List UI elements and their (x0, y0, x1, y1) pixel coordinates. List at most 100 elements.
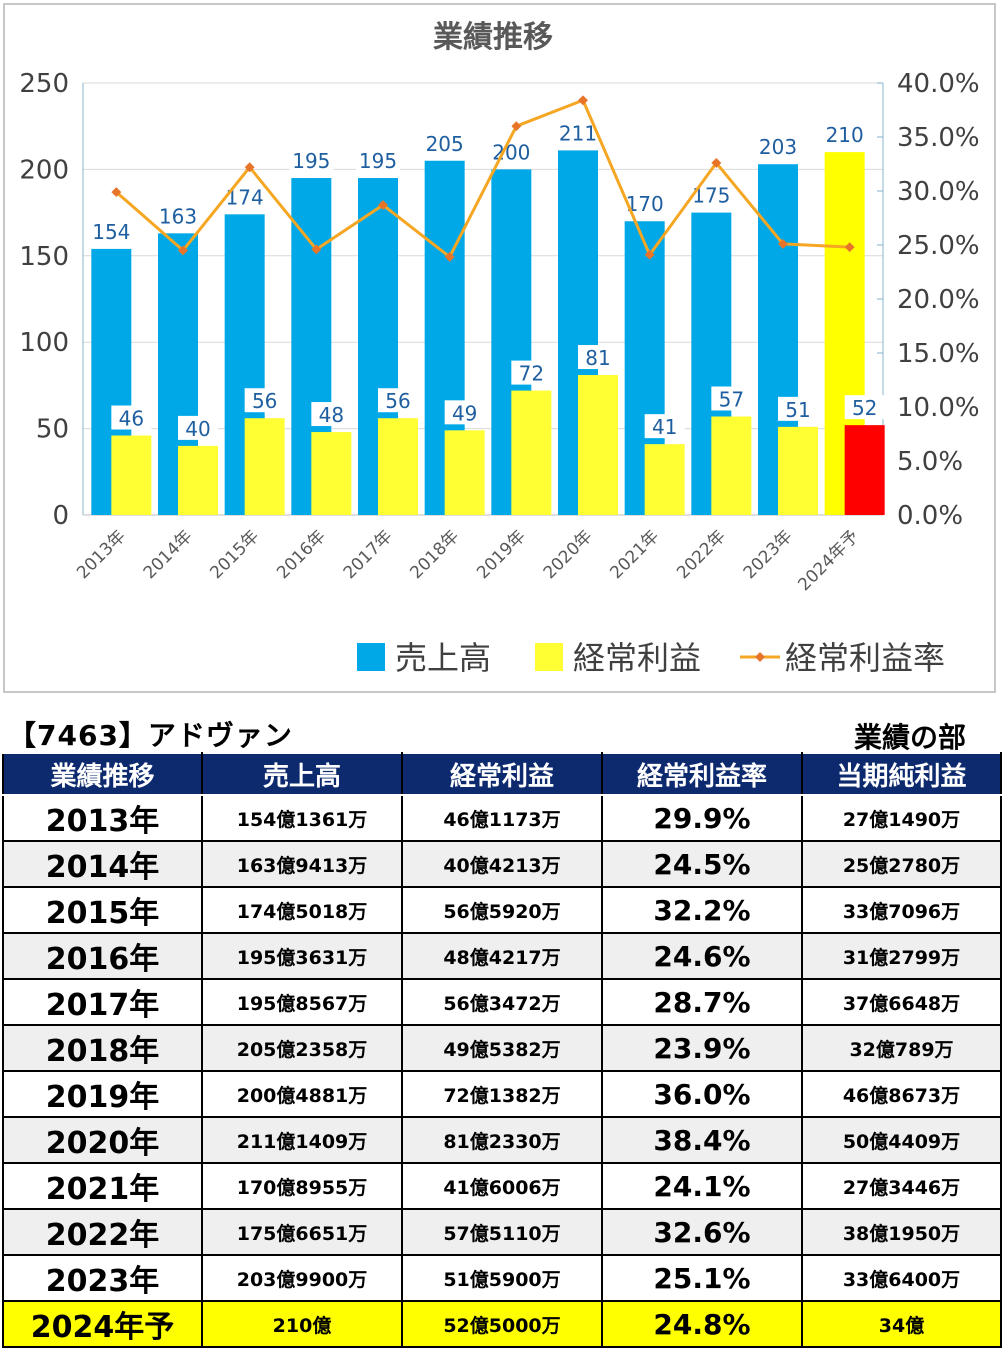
x-axis-tick-label: 2019年 (473, 526, 530, 583)
sales-label-bg (489, 139, 534, 164)
cell-profit-rate: 24.6% (601, 932, 803, 980)
table-row: 2021年 170億8955万 41億6006万 24.1% 27億3446万 (2, 1162, 1002, 1210)
table-row: 2018年 205億2358万 49億5382万 23.9% 32億789万 (2, 1024, 1002, 1072)
cell-period: 2013年 (2, 794, 203, 842)
header-profit-rate: 経常利益率 (601, 752, 803, 796)
cell-sales: 195億3631万 (201, 932, 403, 980)
cell-ordinary-profit: 40億4213万 (401, 840, 603, 888)
profit-rate-marker (244, 162, 255, 173)
cell-ordinary-profit: 48億4217万 (401, 932, 603, 980)
cell-period: 2023年 (2, 1254, 203, 1302)
right-axis-tick-label: 30.0% (897, 177, 980, 207)
cell-sales: 175億6651万 (201, 1208, 403, 1256)
legend-rate-marker (755, 652, 765, 662)
left-axis-tick-label: 50 (36, 415, 69, 445)
profit-label-bg (644, 414, 685, 439)
cell-sales: 210億 (201, 1300, 403, 1348)
profit-data-label: 51 (785, 398, 810, 422)
profit-label-bg (511, 360, 552, 385)
cell-ordinary-profit: 56億5920万 (401, 886, 603, 934)
cell-sales: 203億9900万 (201, 1254, 403, 1302)
performance-chart: 業績推移 0 50 100 150 200 250 0.0% 5.0% 10.0% 15.0% 20.… (19, 20, 980, 677)
cell-net-income: 27億3446万 (801, 1162, 1002, 1210)
cell-profit-rate: 29.9% (601, 794, 803, 842)
cell-profit-rate: 36.0% (601, 1070, 803, 1118)
right-axis-tick-label: 25.0% (897, 231, 980, 261)
cell-net-income: 25億2780万 (801, 840, 1002, 888)
profit-bar (844, 425, 885, 515)
cell-net-income: 46億8673万 (801, 1070, 1002, 1118)
cell-profit-rate: 24.8% (601, 1300, 803, 1348)
profit-label-bg (778, 396, 818, 421)
cell-net-income: 33億6400万 (801, 1254, 1002, 1302)
profit-bar (444, 430, 485, 515)
profit-bar (244, 418, 285, 515)
cell-sales: 163億9413万 (201, 840, 403, 888)
cell-net-income: 38億1950万 (801, 1208, 1002, 1256)
profit-rate-marker (311, 244, 322, 255)
left-axis-tick-label: 100 (19, 328, 69, 358)
cell-profit-rate: 23.9% (601, 1024, 803, 1072)
cell-ordinary-profit: 57億5110万 (401, 1208, 603, 1256)
left-axis-tick-label: 0 (52, 501, 69, 531)
profit-label-bg (578, 345, 618, 370)
profit-data-label: 40 (185, 417, 210, 441)
table-row: 2019年 200億4881万 72億1382万 36.0% 46億8673万 (2, 1070, 1002, 1118)
left-axis-tick-label: 150 (19, 242, 69, 272)
profit-rate-marker (711, 157, 722, 168)
cell-sales: 205億2358万 (201, 1024, 403, 1072)
cell-net-income: 50億4409万 (801, 1116, 1002, 1164)
profit-data-label: 48 (319, 403, 344, 427)
cell-ordinary-profit: 81億2330万 (401, 1116, 603, 1164)
profit-label-bg (444, 400, 485, 425)
section-caption: 業績の部 (853, 721, 966, 754)
table-row: 2023年 203億9900万 51億5900万 25.1% 33億6400万 (2, 1254, 1002, 1302)
profit-rate-marker (778, 238, 788, 249)
sales-label-bg (222, 184, 267, 209)
x-axis-tick-label: 2017年 (340, 526, 397, 583)
profit-rate-marker (644, 249, 655, 260)
profit-bar (511, 390, 552, 515)
profit-bar (311, 432, 352, 515)
table-row: 2022年 175億6651万 57億5110万 32.6% 38億1950万 (2, 1208, 1002, 1256)
x-axis-tick-label: 2022年 (673, 526, 730, 583)
cell-period: 2016年 (2, 932, 203, 980)
profit-label-bg (711, 386, 752, 411)
sales-label-bg (689, 182, 734, 207)
legend-profit-label: 経常利益 (573, 639, 701, 677)
cell-sales: 174億5018万 (201, 886, 403, 934)
cell-profit-rate: 38.4% (601, 1116, 803, 1164)
right-axis-tick-label: 20.0% (897, 285, 980, 315)
cell-net-income: 31億2799万 (801, 932, 1002, 980)
profit-data-label: 56 (385, 389, 410, 413)
profit-bar (711, 416, 752, 515)
profit-bar (644, 444, 685, 515)
right-axis-tick-label: 40.0% (897, 69, 980, 99)
cell-profit-rate: 24.1% (601, 1162, 803, 1210)
sales-label-bg (89, 218, 134, 243)
profit-data-label: 46 (119, 407, 144, 431)
x-axis-tick-label: 2021年 (606, 526, 663, 583)
cell-sales: 200億4881万 (201, 1070, 403, 1118)
sales-data-label: 154 (92, 220, 130, 244)
profit-label-bg (311, 402, 352, 427)
x-axis-tick-label: 2020年 (540, 526, 597, 583)
right-axis-tick-label: 35.0% (897, 123, 980, 153)
header-period: 業績推移 (2, 752, 203, 796)
cell-period: 2020年 (2, 1116, 203, 1164)
cell-period: 2022年 (2, 1208, 203, 1256)
cell-sales: 154億1361万 (201, 794, 403, 842)
cell-net-income: 27億1490万 (801, 794, 1002, 842)
profit-rate-line (115, 98, 850, 259)
cell-profit-rate: 24.5% (601, 840, 803, 888)
cell-ordinary-profit: 56億3472万 (401, 978, 603, 1026)
cell-period: 2021年 (2, 1162, 203, 1210)
profit-bar (778, 426, 818, 515)
profit-data-label: 57 (719, 388, 744, 412)
cell-net-income: 33億7096万 (801, 886, 1002, 934)
sales-label-bg (756, 134, 800, 159)
cell-period: 2018年 (2, 1024, 203, 1072)
chart-title: 業績推移 (433, 20, 553, 55)
cell-profit-rate: 32.2% (601, 886, 803, 934)
right-axis-tick-label: 5.0% (897, 447, 963, 477)
